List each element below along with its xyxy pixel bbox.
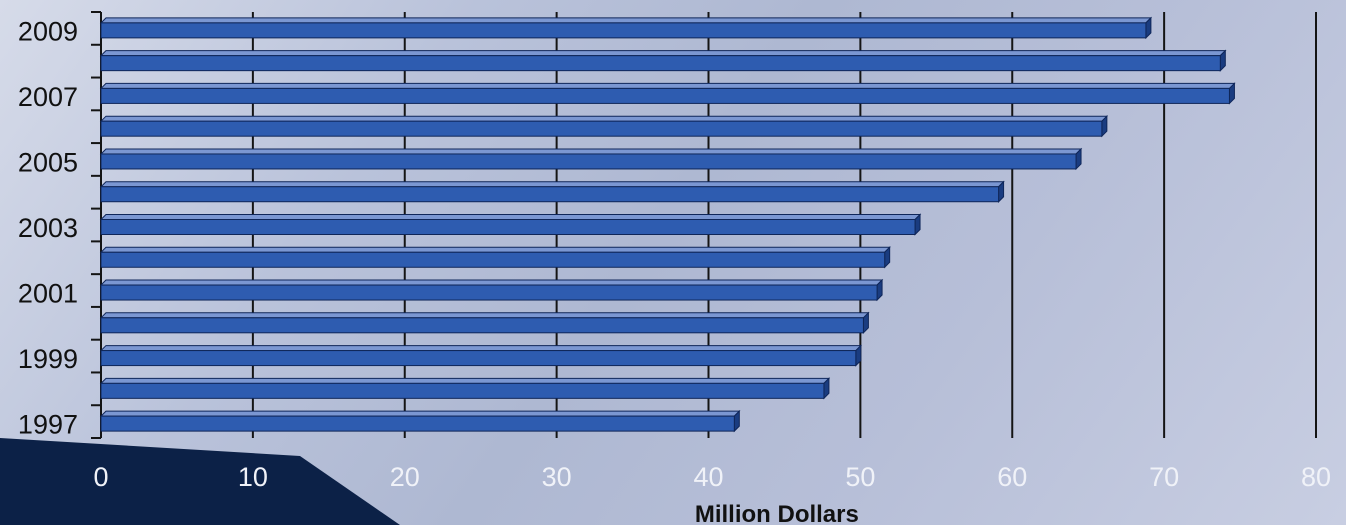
bar-top-face [99, 50, 1227, 57]
bar-top-face [99, 214, 922, 220]
bar-2005 [100, 153, 1077, 170]
x-tick-label: 60 [997, 462, 1027, 492]
corner-decoration [0, 438, 400, 525]
bar-2001 [100, 284, 878, 301]
y-tick-label: 1997 [18, 410, 78, 440]
bar-2009 [100, 22, 1147, 39]
y-tick-label: 2003 [18, 213, 78, 243]
x-tick-label: 0 [93, 462, 108, 492]
x-axis-title: Million Dollars [695, 501, 859, 525]
bar-top-face [99, 148, 1083, 155]
bar-1997 [100, 415, 735, 432]
bar-2003 [100, 219, 916, 235]
bar-1998 [100, 382, 825, 399]
bar-2008 [100, 55, 1221, 72]
bar-top-face [99, 377, 831, 384]
x-tick-label: 40 [693, 462, 723, 492]
bar-top-face [99, 345, 863, 352]
x-tick-label: 30 [542, 462, 572, 492]
bar-2000 [100, 317, 864, 334]
y-tick-label: 2007 [18, 82, 78, 112]
y-tick-label: 2005 [18, 147, 78, 177]
x-tick-label: 70 [1149, 462, 1179, 492]
bar-top-face [99, 279, 884, 286]
bar-top-face [99, 181, 1005, 188]
x-tick-label: 80 [1301, 462, 1331, 492]
bar-2002 [100, 251, 886, 268]
y-tick-label: 2009 [18, 16, 78, 46]
y-tick-label: 1999 [18, 344, 78, 374]
x-tick-label: 20 [390, 462, 420, 492]
bar-top-face [99, 246, 891, 253]
bar-top-face [99, 115, 1109, 122]
x-tick-label: 50 [845, 462, 875, 492]
bar-2007 [100, 87, 1230, 104]
bar-top-face [99, 17, 1153, 24]
bar-1999 [100, 350, 857, 367]
y-tick-label: 2001 [18, 279, 78, 309]
x-tick-label: 10 [238, 462, 268, 492]
bar-top-face [99, 410, 741, 417]
bar-top-face [99, 312, 870, 319]
bar-top-face [99, 82, 1236, 89]
bar-2006 [100, 120, 1103, 137]
bar-2004 [100, 186, 1000, 203]
